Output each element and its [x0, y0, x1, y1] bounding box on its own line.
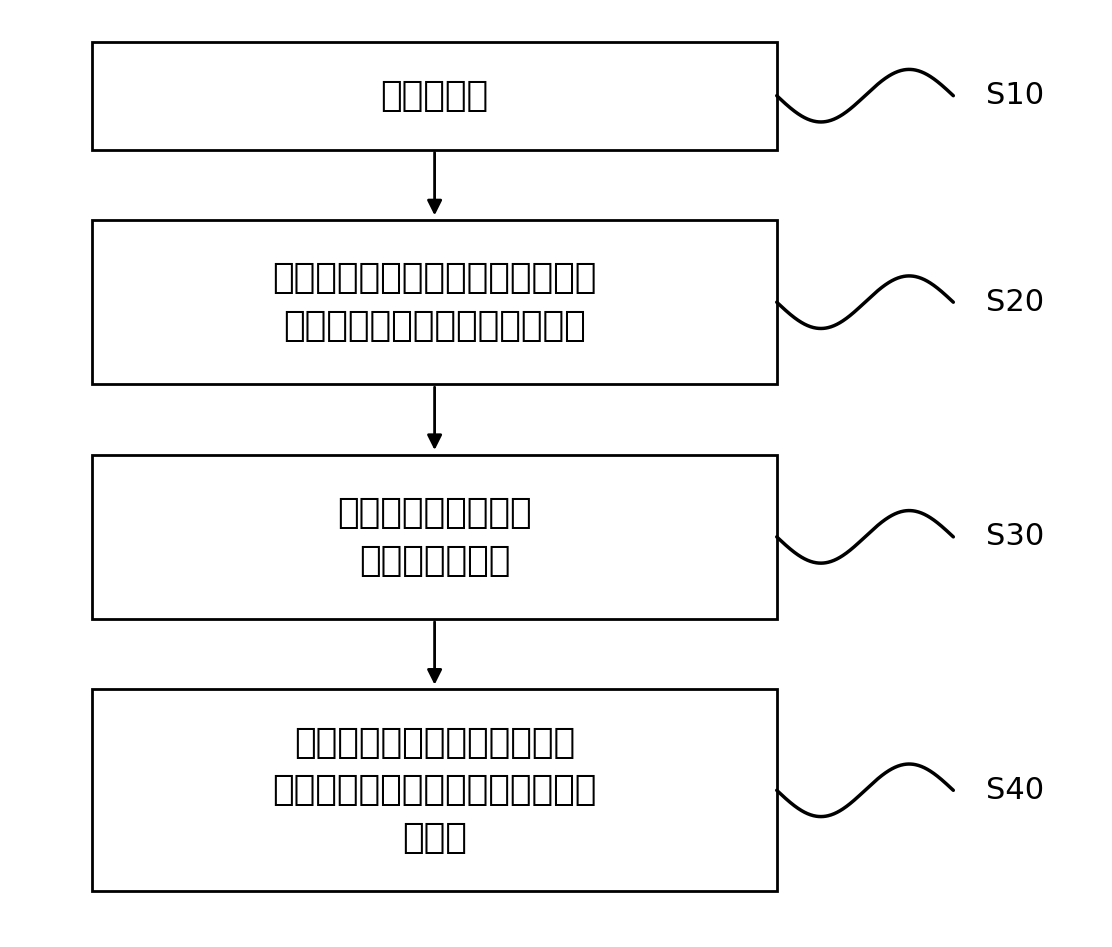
Text: S10: S10 — [986, 81, 1044, 110]
Text: 在所述衬底层上依次形成第一电极
层、空穴注入层以及空穴传输层: 在所述衬底层上依次形成第一电极 层、空穴注入层以及空穴传输层 — [272, 261, 597, 343]
Text: S20: S20 — [986, 288, 1044, 316]
Text: 在所述共混活性层上依次形成
电子传输层、电子注入层以及第二
电极层: 在所述共混活性层上依次形成 电子传输层、电子注入层以及第二 电极层 — [272, 725, 597, 855]
Text: S30: S30 — [986, 523, 1044, 551]
FancyBboxPatch shape — [92, 42, 777, 150]
Text: S40: S40 — [986, 776, 1044, 805]
FancyBboxPatch shape — [92, 689, 777, 891]
Text: 提供衬底层: 提供衬底层 — [380, 79, 488, 113]
FancyBboxPatch shape — [92, 455, 777, 619]
FancyBboxPatch shape — [92, 220, 777, 384]
Text: 在所述空穴传输层上
形成共混活性层: 在所述空穴传输层上 形成共混活性层 — [337, 496, 532, 578]
